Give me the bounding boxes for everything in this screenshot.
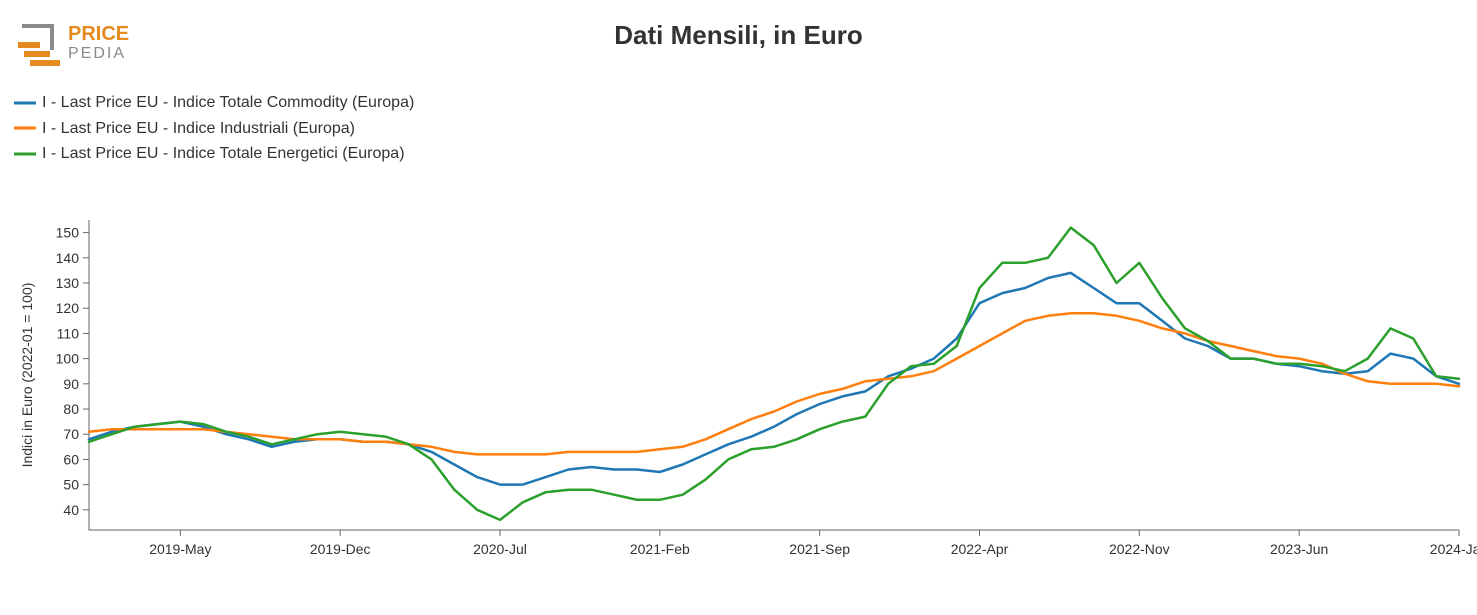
chart-title: Dati Mensili, in Euro: [0, 20, 1477, 51]
y-tick-label: 110: [57, 325, 80, 341]
chart-svg: 40 50 60 70 80 90 100 110 120 130 140 150 2019-May 20…: [14, 210, 1464, 590]
y-tick-label: 40: [63, 502, 79, 518]
x-tick-label: 2022-Nov: [1109, 541, 1170, 557]
series-line[interactable]: [89, 313, 1459, 454]
series-line[interactable]: [89, 228, 1459, 520]
legend-label: I - Last Price EU - Indice Totale Commod…: [42, 90, 414, 116]
axis-frame: [89, 220, 1459, 530]
y-tick-label: 90: [63, 376, 79, 392]
line-chart[interactable]: 40 50 60 70 80 90 100 110 120 130 140 150 2019-May 20…: [14, 210, 1464, 590]
logo-bar-2: [24, 51, 50, 57]
y-tick-label: 60: [63, 451, 79, 467]
logo-bar-3: [30, 60, 60, 66]
y-tick-label: 100: [56, 351, 80, 367]
x-tick-label: 2021-Sep: [789, 541, 850, 557]
x-tick-label: 2021-Feb: [630, 541, 690, 557]
y-tick-label: 50: [63, 477, 79, 493]
legend-swatch: [14, 95, 36, 111]
y-tick-label: 80: [63, 401, 79, 417]
legend-swatch: [14, 146, 36, 162]
y-tick-label: 150: [56, 225, 80, 241]
x-tick-label: 2022-Apr: [951, 541, 1009, 557]
x-tick-label: 2020-Jul: [473, 541, 527, 557]
x-tick-label: 2019-May: [149, 541, 211, 557]
legend-item[interactable]: I - Last Price EU - Indice Totale Commod…: [14, 90, 414, 116]
legend: I - Last Price EU - Indice Totale Commod…: [14, 90, 414, 167]
legend-item[interactable]: I - Last Price EU - Indice Totale Energe…: [14, 141, 414, 167]
y-tick-label: 70: [63, 426, 79, 442]
y-tick-label: 140: [56, 250, 80, 266]
x-tick-label: 2019-Dec: [310, 541, 371, 557]
legend-label: I - Last Price EU - Indice Industriali (…: [42, 116, 355, 142]
legend-label: I - Last Price EU - Indice Totale Energe…: [42, 141, 405, 167]
legend-item[interactable]: I - Last Price EU - Indice Industriali (…: [14, 116, 414, 142]
y-tick-label: 120: [56, 300, 80, 316]
x-tick-label: 2024-Jan: [1430, 541, 1477, 557]
y-axis-label: Indici in Euro (2022-01 = 100): [19, 283, 35, 468]
series-line[interactable]: [89, 273, 1459, 485]
legend-swatch: [14, 120, 36, 136]
x-tick-label: 2023-Jun: [1270, 541, 1328, 557]
y-tick-label: 130: [56, 275, 80, 291]
